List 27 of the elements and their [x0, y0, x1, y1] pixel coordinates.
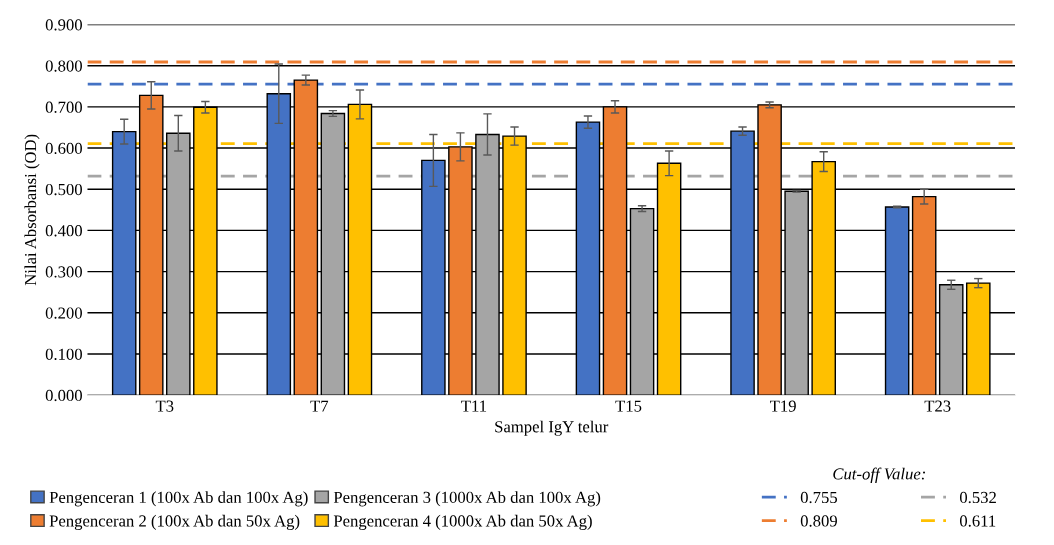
x-tick-label: T19 [770, 400, 796, 412]
y-axis-title: Nilai Absorbansi (OD) [24, 134, 40, 286]
y-tick-label: 0.000 [45, 389, 82, 402]
x-axis-title: Sampel IgY telur [495, 420, 609, 436]
y-tick-label: 0.500 [45, 183, 82, 196]
legend-label: 0.755 [800, 491, 838, 504]
legend-label: Pengenceran 4 (1000x Ab dan 50x Ag) [333, 514, 592, 530]
y-tick-label: 0.200 [45, 307, 82, 319]
y-tick-label: 0.100 [45, 348, 82, 360]
y-tick-label: 0.900 [45, 19, 82, 31]
legend-label: Pengenceran 3 (1000x Ab dan 100x Ag) [333, 491, 601, 507]
y-tick-label: 0.300 [45, 266, 82, 278]
y-tick-label: 0.600 [45, 142, 82, 155]
legend-label: Pengenceran 2 (100x Ab dan 50x Ag) [49, 514, 300, 530]
legend-label: Pengenceran 1 (100x Ab dan 100x Ag) [49, 491, 308, 507]
legend-label: 0.532 [959, 491, 996, 504]
x-tick-label: T23 [924, 400, 951, 412]
x-tick-label: T11 [461, 400, 487, 412]
x-tick-label: T15 [615, 400, 642, 412]
y-tick-label: 0.800 [45, 60, 82, 72]
legend-title: Cut-off Value: [833, 467, 925, 483]
x-tick-label: T3 [155, 400, 174, 412]
legend-label: 0.611 [959, 515, 996, 527]
legend-label: 0.809 [800, 515, 837, 527]
x-tick-label: T7 [310, 400, 329, 412]
y-tick-label: 0.700 [45, 101, 82, 113]
y-tick-label: 0.400 [45, 225, 82, 237]
